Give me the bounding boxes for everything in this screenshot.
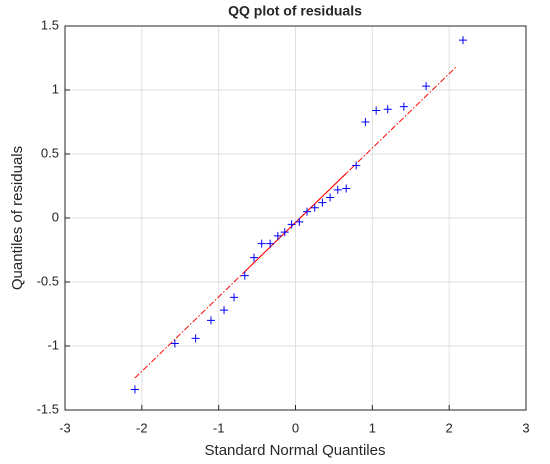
reference-line-solid — [243, 172, 348, 273]
x-axis-label: Standard Normal Quantiles — [205, 442, 386, 459]
data-point — [130, 385, 139, 394]
x-tick-label: 3 — [522, 420, 529, 435]
chart-title: QQ plot of residuals — [228, 3, 362, 19]
y-tick-label: 1 — [52, 81, 59, 96]
data-point — [170, 339, 179, 348]
y-tick-label: -0.5 — [37, 273, 59, 288]
x-tick-label: 0 — [292, 420, 299, 435]
y-tick-label: -1 — [47, 337, 59, 352]
data-point — [333, 185, 342, 194]
x-tick-label: -3 — [59, 420, 71, 435]
y-axis-label: Quantiles of residuals — [9, 146, 26, 290]
data-point — [287, 220, 296, 229]
data-point — [240, 271, 249, 280]
data-point — [303, 207, 312, 216]
data-point — [342, 184, 351, 193]
data-point — [250, 253, 259, 262]
data-point — [273, 231, 282, 240]
data-point — [220, 306, 229, 315]
x-tick-label: -2 — [136, 420, 148, 435]
plot-frame — [64, 25, 527, 411]
data-point — [326, 193, 335, 202]
data-point — [206, 316, 215, 325]
y-tick-label: 0.5 — [41, 145, 59, 160]
data-point — [230, 293, 239, 302]
data-point — [310, 203, 319, 212]
data-point — [295, 217, 304, 226]
data-point — [383, 105, 392, 114]
data-point — [191, 334, 200, 343]
data-point — [422, 82, 431, 91]
y-tick-label: 0 — [52, 209, 59, 224]
data-point — [280, 228, 289, 237]
data-point — [257, 239, 266, 248]
data-point — [372, 106, 381, 115]
y-tick-label: -1.5 — [37, 401, 59, 416]
x-tick-label: 2 — [446, 420, 453, 435]
data-point — [458, 36, 467, 45]
data-point — [266, 239, 275, 248]
y-tick-label: 1.5 — [41, 17, 59, 32]
data-point — [352, 161, 361, 170]
data-point — [361, 118, 370, 126]
data-point — [318, 198, 327, 207]
x-tick-label: -1 — [213, 420, 225, 435]
data-point — [399, 102, 408, 111]
x-tick-label: 1 — [369, 420, 376, 435]
